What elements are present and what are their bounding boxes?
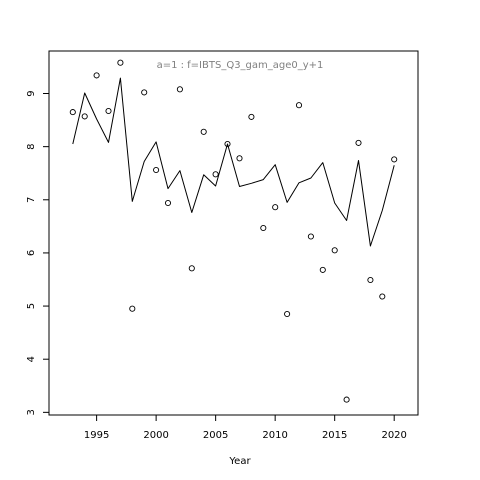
data-point bbox=[248, 113, 255, 120]
data-point bbox=[331, 247, 338, 254]
plot-area bbox=[69, 59, 398, 403]
x-axis: 1995 2000 2005 2010 2015 2020 bbox=[84, 415, 407, 441]
y-tick-label: 3 bbox=[26, 409, 37, 415]
y-tick-label: 9 bbox=[26, 90, 37, 96]
data-point bbox=[164, 199, 172, 207]
data-point bbox=[319, 266, 326, 273]
data-point bbox=[224, 140, 231, 148]
data-point bbox=[212, 171, 219, 178]
y-tick-label: 6 bbox=[26, 250, 37, 256]
x-axis-label: Year bbox=[228, 456, 251, 467]
data-point bbox=[81, 113, 88, 120]
data-point bbox=[284, 310, 291, 318]
x-tick-label: 1995 bbox=[84, 430, 109, 441]
fitted-line bbox=[72, 77, 395, 247]
data-point bbox=[272, 204, 279, 211]
data-point bbox=[69, 109, 76, 116]
y-axis: 3 4 5 6 7 8 9 bbox=[26, 90, 49, 416]
data-point bbox=[176, 86, 183, 93]
data-point bbox=[355, 139, 362, 146]
data-point bbox=[295, 102, 303, 109]
x-tick-label: 2015 bbox=[322, 430, 347, 441]
data-point bbox=[367, 276, 374, 284]
y-tick-label: 8 bbox=[26, 143, 37, 149]
y-tick-label: 5 bbox=[26, 303, 37, 309]
chart-title: a=1 : f=IBTS_Q3_gam_age0_y+1 bbox=[157, 60, 324, 71]
x-tick-label: 2005 bbox=[203, 430, 228, 441]
data-point bbox=[260, 224, 267, 232]
data-point bbox=[153, 166, 160, 174]
y-tick-label: 4 bbox=[26, 356, 37, 362]
data-point bbox=[141, 89, 148, 96]
data-point bbox=[236, 155, 243, 162]
data-point bbox=[343, 396, 350, 403]
data-point bbox=[307, 233, 314, 240]
data-point bbox=[200, 128, 207, 135]
data-point bbox=[188, 265, 195, 272]
x-tick-label: 2020 bbox=[381, 430, 406, 441]
data-point bbox=[129, 305, 136, 312]
data-point bbox=[379, 293, 386, 300]
data-point bbox=[391, 156, 398, 163]
data-point bbox=[117, 59, 124, 66]
plot-frame bbox=[48, 50, 419, 416]
x-tick-label: 2000 bbox=[143, 430, 168, 441]
y-tick-label: 7 bbox=[26, 197, 37, 203]
data-point bbox=[93, 72, 100, 79]
x-tick-label: 2010 bbox=[262, 430, 287, 441]
data-point bbox=[105, 107, 112, 115]
